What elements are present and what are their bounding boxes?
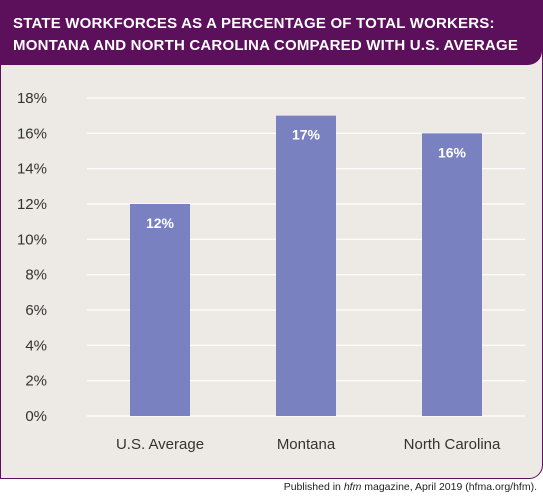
credit-prefix: Published in	[283, 481, 344, 493]
credit-magazine-name: hfm	[343, 481, 362, 493]
y-tick-label: 12%	[17, 196, 47, 213]
bar	[422, 133, 482, 417]
bar	[130, 204, 190, 416]
credit-suffix: magazine, April 2019 (hfma.org/hfm).	[361, 481, 537, 493]
bar-data-label: 12%	[146, 215, 175, 231]
chart-header: STATE WORKFORCES AS A PERCENTAGE OF TOTA…	[1, 1, 542, 65]
chart-title-line-1: STATE WORKFORCES AS A PERCENTAGE OF TOTA…	[13, 15, 495, 32]
y-tick-label: 6%	[25, 302, 47, 319]
chart-card: STATE WORKFORCES AS A PERCENTAGE OF TOTA…	[0, 0, 543, 479]
y-tick-label: 2%	[25, 373, 47, 390]
x-category-label: U.S. Average	[116, 436, 204, 453]
y-tick-label: 14%	[17, 161, 47, 178]
y-tick-label: 4%	[25, 337, 47, 354]
bar-data-label: 16%	[438, 144, 467, 160]
y-tick-label: 0%	[25, 408, 47, 425]
bar-data-label: 17%	[292, 127, 321, 143]
y-tick-label: 18%	[17, 90, 47, 107]
chart-title-line-2: MONTANA AND NORTH CAROLINA COMPARED WITH…	[13, 37, 519, 54]
y-tick-label: 16%	[17, 125, 47, 142]
publication-credit: Published in hfm magazine, April 2019 (h…	[284, 481, 537, 493]
x-category-label: North Carolina	[404, 436, 501, 453]
x-category-label: Montana	[277, 436, 336, 453]
bar	[276, 115, 336, 417]
y-tick-label: 10%	[17, 231, 47, 248]
chart-title: STATE WORKFORCES AS A PERCENTAGE OF TOTA…	[13, 13, 533, 57]
bar-chart: 0% 2% 4% 6% 8% 10% 12% 14% 16% 18% 12% U.S. Average…	[17, 90, 525, 453]
y-tick-label: 8%	[25, 267, 47, 284]
